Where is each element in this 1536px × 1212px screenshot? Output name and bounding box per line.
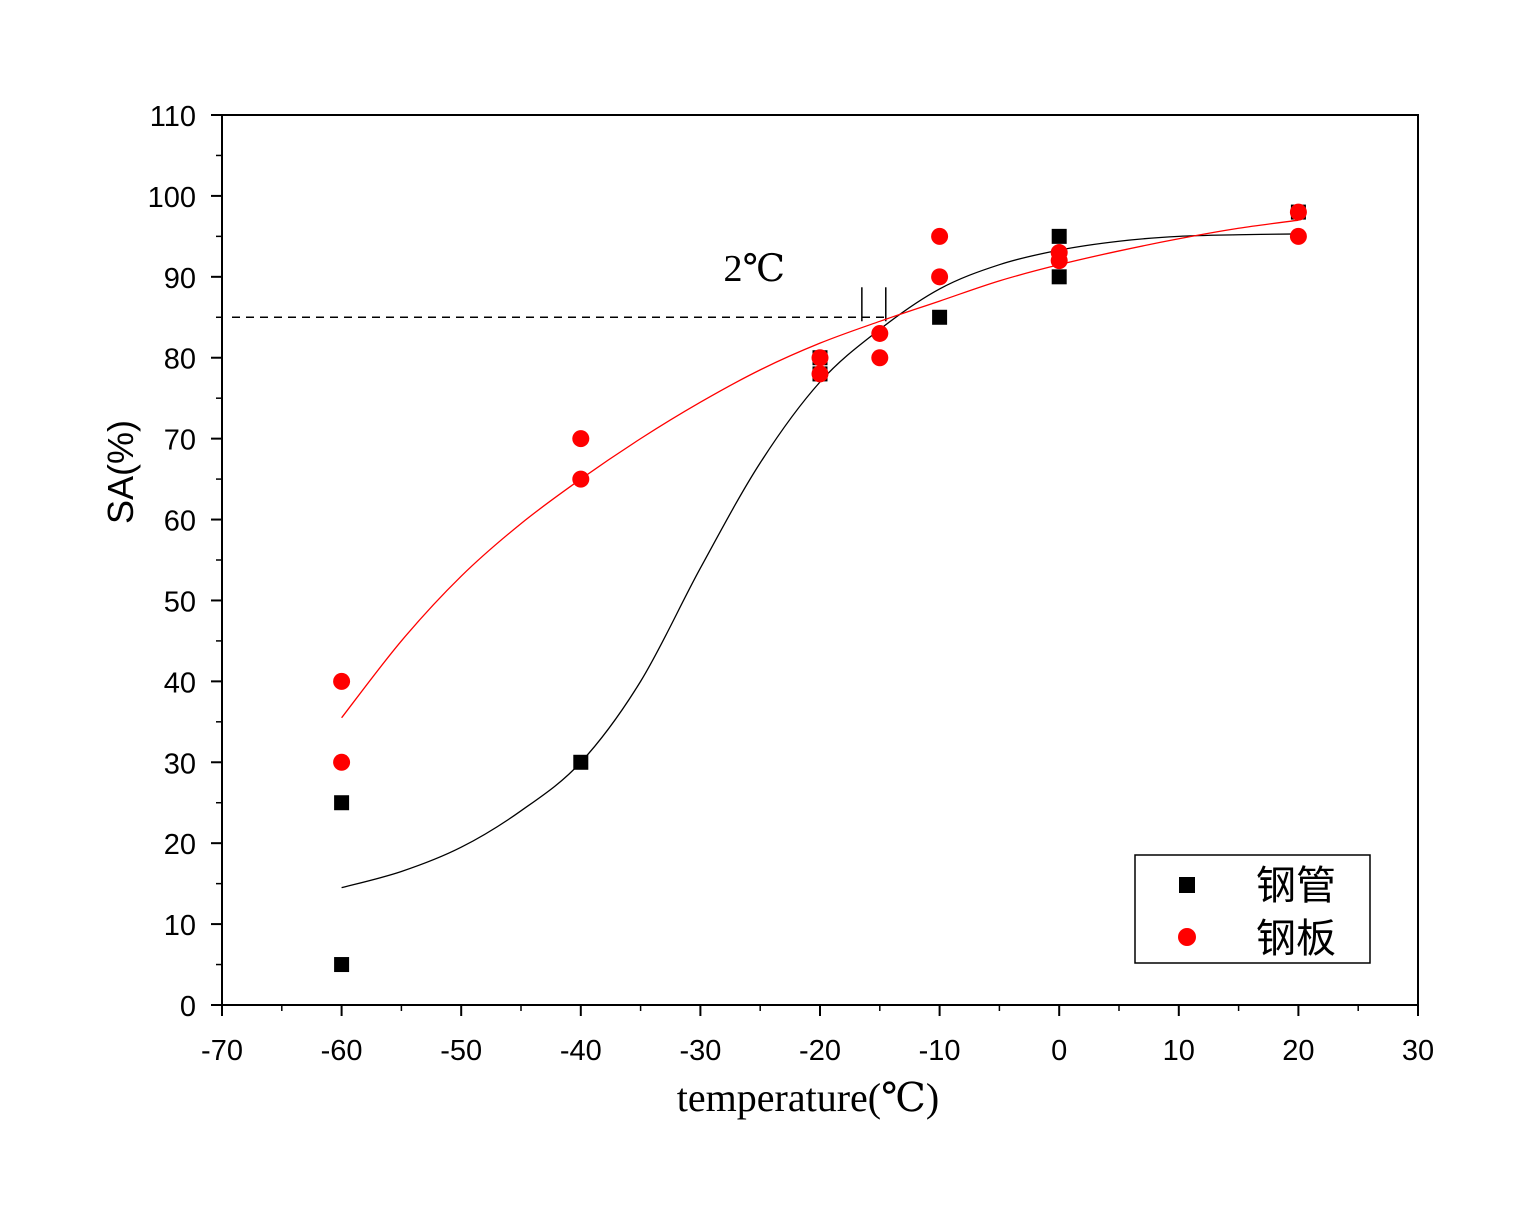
x-tick-label: -60 [321,1035,363,1067]
y-tick-label: 80 [164,344,196,376]
point-series-1 [572,470,590,488]
y-tick-label: 30 [164,748,196,780]
fit-curve-series-0 [341,233,1299,889]
x-axis-title: temperature(℃) [677,1075,939,1120]
y-tick-label: 10 [164,910,196,942]
point-series-1 [811,365,829,383]
tick-labels: -70 -60 -50 -40 -30 -20 -10 0 10 20 30 0 10 20 30 40 50 6… [148,101,1435,1067]
legend: 钢管 钢板 [1134,854,1371,964]
ticks [211,114,1419,1016]
data-points [333,203,1307,973]
point-series-1 [1289,227,1307,245]
point-series-0 [334,795,350,811]
x-tick-label: 10 [1163,1035,1195,1067]
y-tick-label: 70 [164,425,196,457]
x-tick-label: -20 [799,1035,841,1067]
point-series-0 [573,754,589,770]
point-series-0 [1051,269,1067,285]
x-tick-label: -70 [201,1035,243,1067]
y-axis-title: SA(%) [100,420,141,524]
legend-box [1134,854,1371,964]
y-tick-label: 0 [180,991,196,1023]
point-series-1 [333,672,351,690]
y-tick-label: 40 [164,667,196,699]
y-tick-label: 100 [148,182,196,214]
fit-curve-series-1 [341,219,1299,719]
annotation-label: 2℃ [723,248,785,290]
point-series-1 [871,349,889,367]
point-series-1 [871,324,889,342]
legend-marker-circle [1178,928,1196,946]
point-series-0 [932,309,948,325]
x-tick-label: 30 [1402,1035,1434,1067]
reference-line-group [232,287,887,322]
y-tick-label: 60 [164,506,196,538]
point-series-1 [1289,203,1307,221]
point-series-0 [334,957,350,973]
y-tick-label: 110 [150,101,196,133]
legend-label-series-1: 钢板 [1256,916,1336,962]
point-series-1 [1050,252,1068,270]
legend-marker-square [1179,877,1195,893]
point-series-1 [333,753,351,771]
y-tick-label: 90 [164,263,196,295]
point-series-1 [931,268,949,286]
x-tick-label: 0 [1051,1035,1067,1067]
legend-label-series-0: 钢管 [1256,863,1336,909]
x-tick-label: -40 [560,1035,602,1067]
x-tick-label: -30 [679,1035,721,1067]
y-tick-label: 50 [164,586,196,618]
x-tick-label: -10 [919,1035,961,1067]
point-series-0 [1051,228,1067,244]
x-tick-label: 20 [1282,1035,1314,1067]
x-tick-label: -50 [440,1035,482,1067]
point-series-1 [572,430,590,448]
fit-curves [341,219,1299,889]
point-series-1 [811,349,829,367]
point-series-1 [931,227,949,245]
y-tick-label: 20 [164,829,196,861]
